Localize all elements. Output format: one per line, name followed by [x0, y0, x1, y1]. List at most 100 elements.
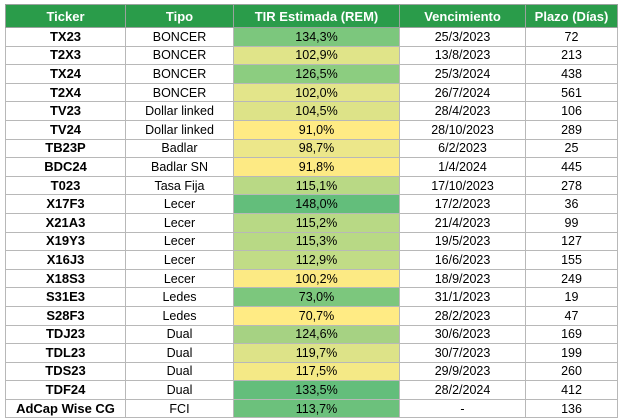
tir-cell: 133,5% [233, 380, 400, 400]
tipo-cell: Ledes [125, 287, 234, 307]
vencimiento-cell: 18/9/2023 [399, 268, 526, 289]
table-row: S31E3 Ledes 73,0% 31/1/2023 19 [5, 287, 618, 307]
tir-cell: 98,7% [233, 138, 400, 159]
vencimiento-cell: 25/3/2024 [399, 64, 526, 84]
table-row: BDC24 Badlar SN 91,8% 1/4/2024 445 [5, 157, 618, 177]
tipo-cell: Lecer [125, 194, 234, 214]
table-row: TDL23 Dual 119,7% 30/7/2023 199 [5, 343, 618, 363]
vencimiento-cell: 31/1/2023 [399, 287, 526, 307]
vencimiento-cell: 25/3/2023 [399, 27, 526, 47]
table-row: TV23 Dollar linked 104,5% 28/4/2023 106 [5, 101, 618, 121]
tir-cell: 148,0% [233, 194, 400, 214]
tir-cell: 124,6% [233, 324, 400, 345]
ticker-cell: S28F3 [5, 305, 126, 326]
table-row: TDS23 Dual 117,5% 29/9/2023 260 [5, 361, 618, 382]
vencimiento-cell: 6/2/2023 [399, 138, 526, 159]
plazo-cell: 72 [525, 27, 618, 47]
plazo-cell: 25 [525, 138, 618, 159]
plazo-cell: 213 [525, 45, 618, 66]
tipo-cell: Lecer [125, 250, 234, 270]
vencimiento-cell: 30/6/2023 [399, 324, 526, 345]
table-row: AdCap Wise CG FCI 113,7% -136 [5, 398, 618, 419]
vencimiento-cell: 26/7/2024 [399, 82, 526, 103]
bond-table: Ticker Tipo TIR Estimada (REM) Vencimien… [5, 4, 618, 419]
plazo-cell: 278 [525, 175, 618, 196]
plazo-cell: 136 [525, 398, 618, 419]
tipo-cell: BONCER [125, 64, 234, 84]
tir-cell: 70,7% [233, 305, 400, 326]
tipo-cell: Dollar linked [125, 101, 234, 121]
table-row: TX23 BONCER 134,3% 25/3/2023 72 [5, 27, 618, 47]
plazo-cell: 169 [525, 324, 618, 345]
tipo-cell: Dual [125, 324, 234, 345]
tir-cell: 115,3% [233, 231, 400, 252]
vencimiento-cell: - [399, 398, 526, 419]
ticker-cell: X19Y3 [5, 231, 126, 252]
tipo-cell: Dollar linked [125, 119, 234, 140]
ticker-cell: X17F3 [5, 194, 126, 214]
ticker-cell: S31E3 [5, 287, 126, 307]
tir-cell: 102,0% [233, 82, 400, 103]
plazo-cell: 99 [525, 212, 618, 233]
table-row: X19Y3 Lecer 115,3% 19/5/2023 127 [5, 231, 618, 252]
plazo-cell: 155 [525, 250, 618, 270]
tipo-cell: Lecer [125, 268, 234, 289]
tir-cell: 134,3% [233, 27, 400, 47]
plazo-cell: 249 [525, 268, 618, 289]
ticker-cell: TX24 [5, 64, 126, 84]
tipo-cell: Ledes [125, 305, 234, 326]
ticker-cell: X21A3 [5, 212, 126, 233]
ticker-cell: TDF24 [5, 380, 126, 400]
plazo-cell: 106 [525, 101, 618, 121]
table-row: X16J3 Lecer 112,9% 16/6/2023 155 [5, 250, 618, 270]
vencimiento-cell: 28/4/2023 [399, 101, 526, 121]
tipo-cell: Dual [125, 343, 234, 363]
ticker-cell: TB23P [5, 138, 126, 159]
vencimiento-cell: 19/5/2023 [399, 231, 526, 252]
ticker-cell: AdCap Wise CG [5, 398, 126, 419]
header-plazo: Plazo (Días) [525, 4, 618, 28]
tir-cell: 113,7% [233, 398, 400, 419]
header-ticker: Ticker [5, 4, 126, 28]
table-row: TX24 BONCER 126,5% 25/3/2024 438 [5, 64, 618, 84]
table-body: TX23 BONCER 134,3% 25/3/2023 72 T2X3 BONCER 102… [5, 27, 618, 419]
table-row: S28F3 Ledes 70,7% 28/2/2023 47 [5, 305, 618, 326]
tir-cell: 73,0% [233, 287, 400, 307]
table-row: T023 Tasa Fija 115,1% 17/10/2023 278 [5, 175, 618, 196]
tipo-cell: BONCER [125, 27, 234, 47]
vencimiento-cell: 30/7/2023 [399, 343, 526, 363]
plazo-cell: 412 [525, 380, 618, 400]
vencimiento-cell: 13/8/2023 [399, 45, 526, 66]
ticker-cell: X16J3 [5, 250, 126, 270]
plazo-cell: 199 [525, 343, 618, 363]
ticker-cell: BDC24 [5, 157, 126, 177]
tir-cell: 119,7% [233, 343, 400, 363]
ticker-cell: TDL23 [5, 343, 126, 363]
bond-table-container: Ticker Tipo TIR Estimada (REM) Vencimien… [5, 4, 618, 419]
table-header: Ticker Tipo TIR Estimada (REM) Vencimien… [5, 4, 618, 28]
tir-cell: 91,0% [233, 119, 400, 140]
vencimiento-cell: 1/4/2024 [399, 157, 526, 177]
ticker-cell: TX23 [5, 27, 126, 47]
ticker-cell: T2X4 [5, 82, 126, 103]
tipo-cell: BONCER [125, 45, 234, 66]
header-tir: TIR Estimada (REM) [233, 4, 400, 28]
tir-cell: 104,5% [233, 101, 400, 121]
tipo-cell: Badlar SN [125, 157, 234, 177]
plazo-cell: 445 [525, 157, 618, 177]
vencimiento-cell: 16/6/2023 [399, 250, 526, 270]
table-row: TDJ23 Dual 124,6% 30/6/2023 169 [5, 324, 618, 345]
tipo-cell: Badlar [125, 138, 234, 159]
table-row: X21A3 Lecer 115,2% 21/4/2023 99 [5, 212, 618, 233]
table-row: T2X3 BONCER 102,9% 13/8/2023 213 [5, 45, 618, 66]
vencimiento-cell: 28/10/2023 [399, 119, 526, 140]
tir-cell: 91,8% [233, 157, 400, 177]
plazo-cell: 47 [525, 305, 618, 326]
tir-cell: 117,5% [233, 361, 400, 382]
tir-cell: 115,1% [233, 175, 400, 196]
table-row: X17F3 Lecer 148,0% 17/2/2023 36 [5, 194, 618, 214]
table-row: X18S3 Lecer 100,2% 18/9/2023 249 [5, 268, 618, 289]
plazo-cell: 260 [525, 361, 618, 382]
vencimiento-cell: 29/9/2023 [399, 361, 526, 382]
table-row: TB23P Badlar 98,7% 6/2/2023 25 [5, 138, 618, 159]
